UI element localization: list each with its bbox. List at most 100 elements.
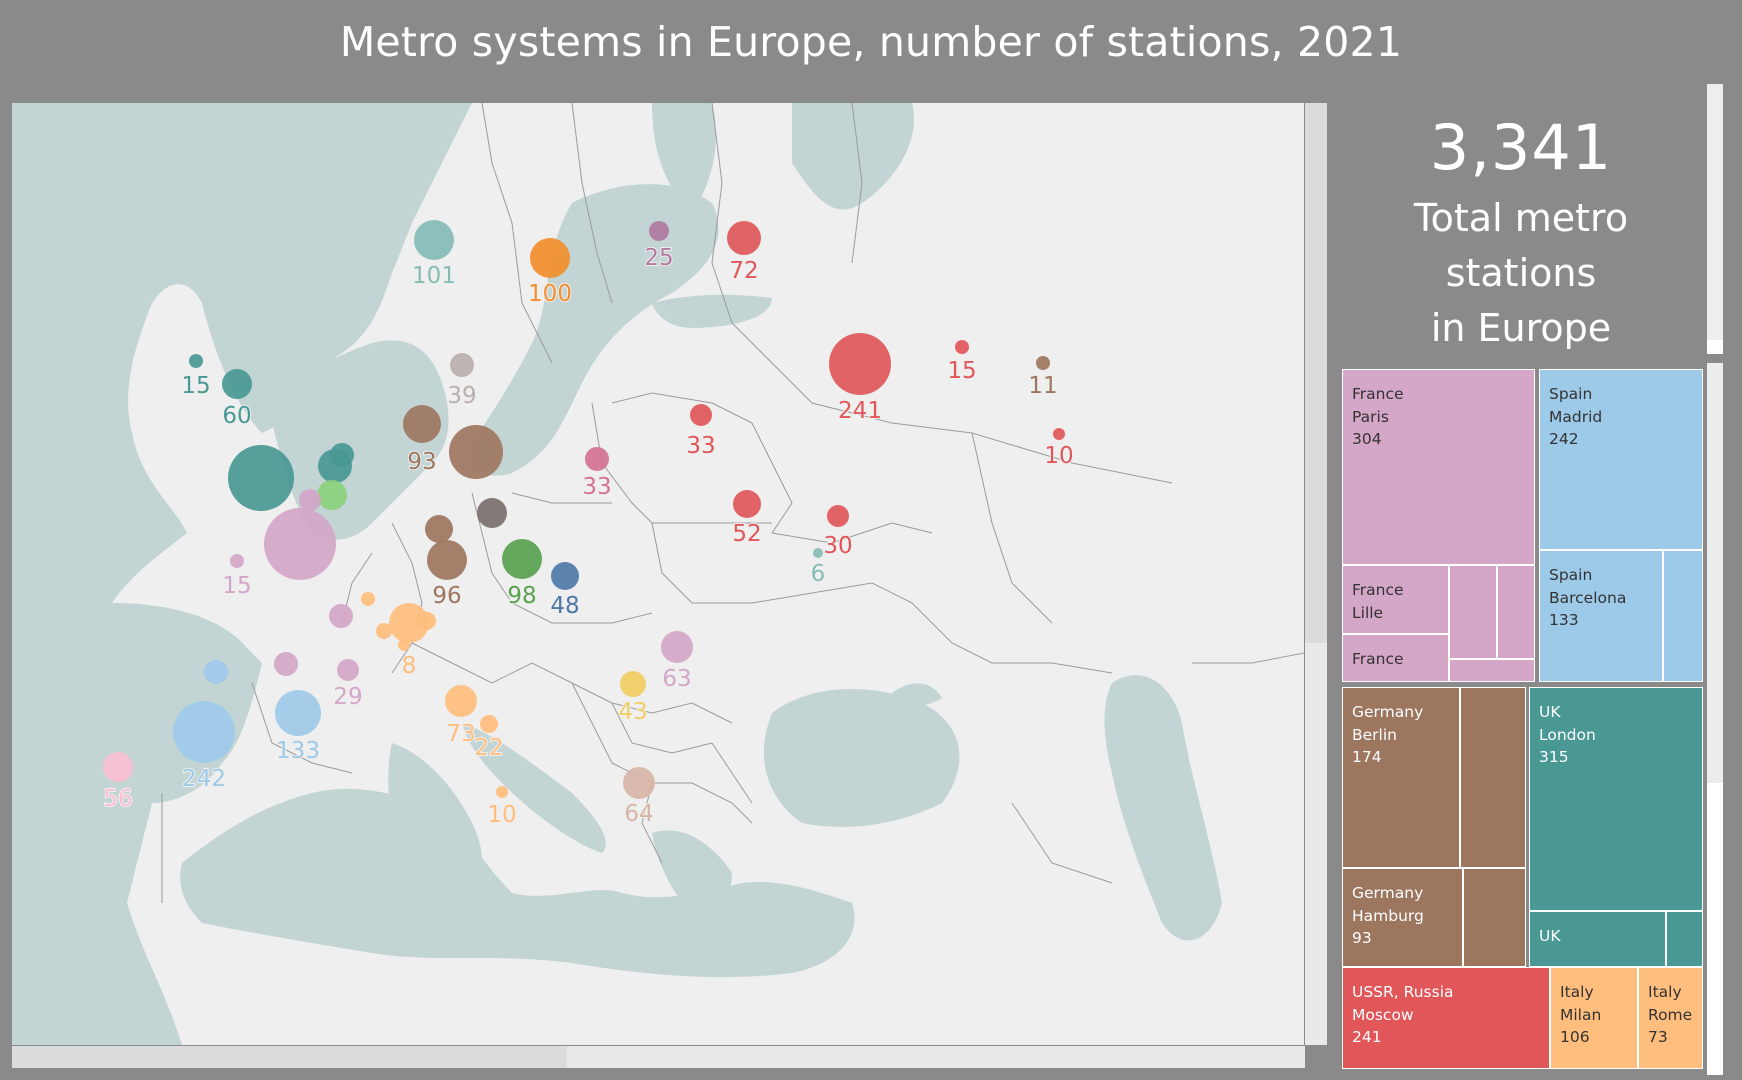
city-bubble[interactable]: [337, 659, 359, 681]
city-bubble[interactable]: [275, 690, 321, 736]
city-bubble[interactable]: [1036, 356, 1050, 370]
treemap-cell[interactable]: [1449, 565, 1497, 659]
map-canvas[interactable]: 101 100 25 72 15 60 39 93 33 33 241 15 11 10 15 96 98 48 5…: [12, 103, 1304, 1045]
treemap-cell-label-line: Berlin: [1352, 725, 1397, 744]
city-bubble[interactable]: [222, 369, 252, 399]
city-bubble[interactable]: [530, 238, 570, 278]
europe-map[interactable]: 101 100 25 72 15 60 39 93 33 33 241 15 11 10 15 96 98 48 5…: [12, 103, 1304, 1045]
city-bubble[interactable]: [376, 623, 392, 639]
treemap-cell-label: USSR, Russia Moscow 241: [1343, 968, 1549, 1049]
city-bubble[interactable]: [813, 548, 823, 558]
bubble-value-label: 10: [487, 802, 516, 828]
treemap-cell-label-line: Hamburg: [1352, 906, 1424, 925]
map-horizontal-scrollbar[interactable]: [12, 1046, 1305, 1068]
city-bubble[interactable]: [1053, 428, 1065, 440]
treemap-cell[interactable]: France Lille: [1342, 565, 1449, 634]
treemap-cell[interactable]: Italy Milan 106: [1550, 967, 1638, 1069]
city-bubble[interactable]: [620, 671, 646, 697]
treemap-cell-label-line: Germany: [1352, 884, 1424, 902]
treemap-scrollbar[interactable]: [1707, 363, 1723, 1075]
treemap-cell[interactable]: Spain Barcelona 133: [1539, 550, 1663, 682]
treemap-cell[interactable]: [1460, 687, 1526, 868]
city-bubble[interactable]: [425, 515, 453, 543]
bubble-value-label: 52: [732, 521, 761, 547]
city-bubble[interactable]: [103, 752, 133, 782]
treemap-cell-label-line: Germany: [1352, 703, 1424, 721]
treemap-cell[interactable]: Germany Hamburg 93: [1342, 868, 1463, 967]
treemap-cell[interactable]: [1463, 868, 1526, 967]
city-bubble[interactable]: [449, 425, 503, 479]
treemap-cell[interactable]: Italy Rome 73: [1638, 967, 1703, 1069]
treemap-cell-label-line: 106: [1560, 1028, 1590, 1046]
treemap-cell[interactable]: UK London 315: [1529, 687, 1703, 911]
city-bubble[interactable]: [361, 592, 375, 606]
city-bubble[interactable]: [585, 447, 609, 471]
city-bubble[interactable]: [477, 498, 507, 528]
city-bubble[interactable]: [427, 540, 467, 580]
treemap-cell-label-line: 241: [1352, 1028, 1382, 1046]
treemap-cell-label: Spain Madrid 242: [1540, 370, 1702, 451]
city-bubble[interactable]: [955, 340, 969, 354]
bubble-value-label: 63: [662, 666, 691, 692]
treemap-cell[interactable]: [1666, 911, 1703, 967]
city-bubble[interactable]: [299, 489, 321, 511]
city-bubble[interactable]: [450, 353, 474, 377]
treemap-cell-label-line: Paris: [1352, 407, 1389, 426]
map-horizontal-scroll-thumb[interactable]: [12, 1046, 567, 1068]
city-bubble[interactable]: [173, 701, 235, 763]
city-bubbles[interactable]: 101 100 25 72 15 60 39 93 33 33 241 15 11 10 15 96 98 48 5…: [102, 220, 1075, 829]
city-bubble[interactable]: [649, 221, 669, 241]
treemap-cell[interactable]: [1497, 565, 1535, 659]
city-bubble[interactable]: [480, 715, 498, 733]
treemap-cell-label: France Lille: [1343, 566, 1448, 624]
treemap-cell[interactable]: [1663, 550, 1703, 682]
treemap-cell[interactable]: [1449, 659, 1535, 682]
city-bubble[interactable]: [274, 652, 298, 676]
city-bubble[interactable]: [264, 508, 336, 580]
kpi-scroll-thumb[interactable]: [1707, 84, 1723, 340]
baltic-sea: [469, 184, 719, 476]
city-bubble[interactable]: [551, 562, 579, 590]
treemap-cell[interactable]: Spain Madrid 242: [1539, 369, 1703, 550]
map-vertical-scrollbar[interactable]: [1305, 103, 1327, 1045]
treemap-cell-label-line: 73: [1648, 1028, 1668, 1046]
city-bubble[interactable]: [398, 639, 410, 651]
city-bubble[interactable]: [623, 767, 655, 799]
city-bubble[interactable]: [389, 603, 429, 643]
bubble-value-label: 241: [838, 398, 882, 424]
city-bubble[interactable]: [230, 554, 244, 568]
treemap-cell-label: UK: [1530, 912, 1665, 948]
city-bubble[interactable]: [727, 221, 761, 255]
city-bubble[interactable]: [661, 631, 693, 663]
city-bubble[interactable]: [329, 604, 353, 628]
city-bubble[interactable]: [330, 443, 354, 467]
treemap-cell-label-line: 315: [1539, 748, 1569, 766]
kpi-scrollbar[interactable]: [1707, 84, 1723, 354]
city-bubble[interactable]: [228, 445, 294, 511]
kpi-card: 3,341 Total metro stations in Europe: [1334, 105, 1708, 356]
city-bubble[interactable]: [733, 490, 761, 518]
treemap-cell-label-line: Milan: [1560, 1005, 1602, 1024]
city-bubble[interactable]: [445, 685, 477, 717]
treemap-cell[interactable]: France: [1342, 634, 1449, 682]
city-bubble[interactable]: [496, 786, 508, 798]
city-bubble[interactable]: [403, 405, 441, 443]
kpi-label-line: stations: [1445, 251, 1597, 295]
map-vertical-scroll-thumb[interactable]: [1305, 103, 1327, 643]
city-bubble[interactable]: [189, 354, 203, 368]
treemap-cell[interactable]: USSR, Russia Moscow 241: [1342, 967, 1550, 1069]
treemap-scroll-thumb[interactable]: [1707, 363, 1723, 783]
bubble-value-label: 43: [618, 699, 647, 725]
city-bubble[interactable]: [418, 612, 436, 630]
treemap-cell[interactable]: France Paris 304: [1342, 369, 1535, 565]
city-bubble[interactable]: [204, 660, 228, 684]
city-bubble[interactable]: [827, 505, 849, 527]
city-bubble[interactable]: [690, 404, 712, 426]
city-bubble[interactable]: [414, 220, 454, 260]
city-bubble[interactable]: [317, 480, 347, 510]
stations-treemap[interactable]: France Paris 304 France Lille France Spain Madr…: [1342, 369, 1703, 1069]
city-bubble[interactable]: [829, 333, 891, 395]
treemap-cell[interactable]: Germany Berlin 174: [1342, 687, 1460, 868]
city-bubble[interactable]: [502, 539, 542, 579]
treemap-cell[interactable]: UK: [1529, 911, 1666, 967]
